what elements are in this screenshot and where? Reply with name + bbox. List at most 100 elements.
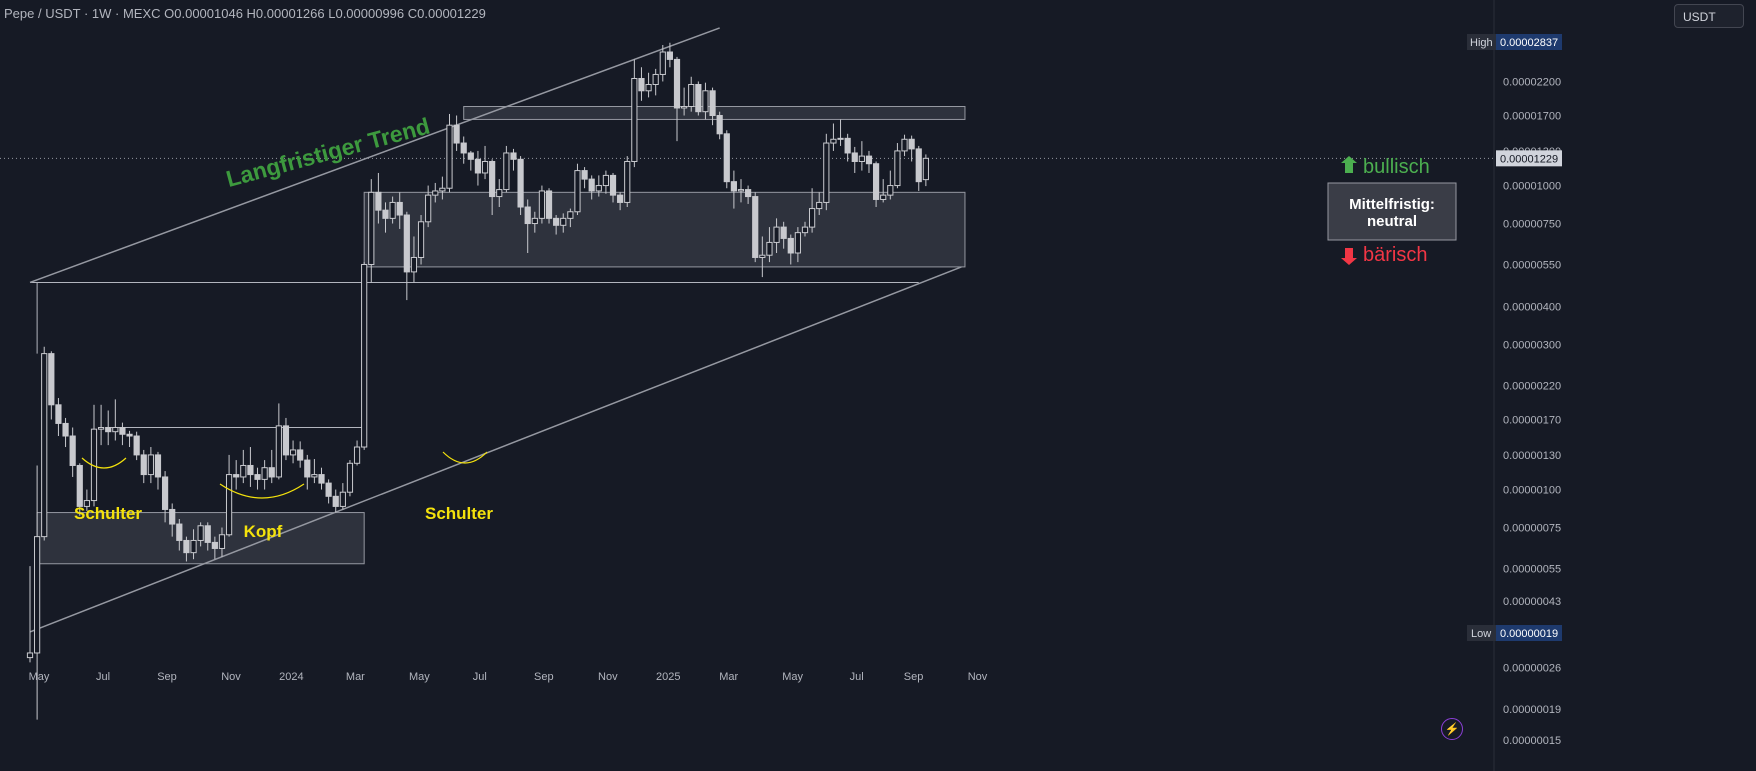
y-tick-label: 0.00000100 [1503, 485, 1561, 497]
candle [119, 426, 126, 435]
high-label: High [1470, 37, 1493, 49]
x-tick-label: May [409, 671, 430, 683]
candle [26, 652, 34, 659]
current-price-badge [1496, 150, 1562, 167]
candle [169, 508, 176, 525]
candle [460, 142, 467, 154]
bearish-label: bärisch [1363, 244, 1427, 266]
candle [446, 124, 453, 189]
low-label: Low [1471, 628, 1491, 640]
candle [652, 73, 659, 86]
bullish-label: bullisch [1363, 156, 1430, 178]
candle [901, 138, 908, 152]
candle [887, 185, 894, 196]
outlook-value: neutral [1367, 213, 1417, 230]
y-tick-label: 0.00000750 [1503, 219, 1561, 231]
x-tick-label: Sep [904, 671, 924, 683]
candle [375, 191, 382, 211]
candle [474, 158, 482, 174]
candle [858, 155, 865, 162]
candle [453, 124, 460, 144]
x-tick-label: Mar [719, 671, 738, 683]
candle [631, 77, 638, 162]
candle [745, 189, 752, 198]
candle [609, 174, 617, 196]
candle [353, 446, 361, 464]
lightning-icon[interactable]: ⚡ [1441, 718, 1463, 740]
candle [325, 482, 332, 497]
low-badge [1467, 625, 1496, 641]
candle [752, 196, 759, 258]
candle [489, 160, 496, 198]
candle [105, 426, 112, 433]
candle [304, 459, 311, 478]
candle [112, 426, 119, 433]
symbol-header: Pepe / USDT · 1W · MEXC O0.00001046 H0.0… [4, 6, 486, 21]
candle [702, 90, 709, 113]
candle [439, 187, 446, 192]
y-tick-label: 0.00000300 [1503, 340, 1561, 352]
candle [567, 211, 574, 219]
outlook-box [1327, 182, 1457, 241]
candle [76, 464, 83, 507]
candle [154, 454, 162, 478]
candle [545, 190, 553, 219]
low-value: 0.00000019 [1500, 628, 1558, 640]
candle [204, 525, 211, 543]
candle [410, 256, 418, 273]
head-label: Kopf [244, 522, 283, 541]
arrow-down-icon [1341, 248, 1357, 265]
x-tick-label: Jul [96, 671, 110, 683]
candle [297, 449, 304, 461]
candle [197, 525, 204, 541]
candle [311, 474, 318, 478]
x-tick-label: Jul [473, 671, 487, 683]
candle [510, 152, 517, 160]
y-tick-label: 0.00000170 [1503, 414, 1561, 426]
candle [289, 449, 297, 456]
candle [396, 201, 403, 216]
candle [524, 206, 531, 225]
candle [894, 150, 901, 187]
candle [595, 185, 602, 192]
candle [638, 77, 645, 92]
candle [723, 133, 730, 183]
y-tick-label: 0.00002200 [1503, 76, 1561, 88]
head-arc [219, 483, 305, 499]
y-tick-label: 0.00000019 [1503, 704, 1561, 716]
candle [780, 226, 787, 239]
y-tick-label: 0.00000550 [1503, 259, 1561, 271]
x-tick-label: Sep [534, 671, 554, 683]
candle [787, 237, 794, 254]
candle [688, 84, 695, 108]
candle [794, 232, 801, 254]
x-tick-label: Nov [221, 671, 241, 683]
arrow-up-icon [1341, 156, 1357, 173]
y-tick-label: 0.00000220 [1503, 380, 1561, 392]
candle [190, 539, 197, 554]
symbol-title: Pepe / USDT · 1W · MEXC [4, 6, 161, 21]
candle [34, 536, 41, 654]
candle [602, 174, 610, 187]
right-shoulder-label: Schulter [425, 504, 493, 523]
high-value-badge [1496, 34, 1562, 50]
y-tick-label: 0.00000075 [1503, 523, 1561, 535]
candle [816, 201, 823, 210]
trend-line-0 [29, 27, 720, 284]
right-shoulder-arc [442, 451, 488, 464]
candle [538, 190, 546, 219]
candle [432, 190, 439, 196]
candle [766, 241, 773, 256]
candle [332, 495, 339, 507]
currency-button[interactable]: USDT [1674, 4, 1744, 28]
candle [531, 217, 538, 225]
candle [282, 425, 290, 456]
candle [922, 157, 929, 181]
y-tick-label: 0.00000015 [1503, 735, 1561, 747]
y-tick-label: 0.00000026 [1503, 662, 1561, 674]
candle [161, 476, 169, 510]
candle [275, 425, 282, 478]
candle [801, 226, 809, 234]
candle [645, 84, 652, 92]
